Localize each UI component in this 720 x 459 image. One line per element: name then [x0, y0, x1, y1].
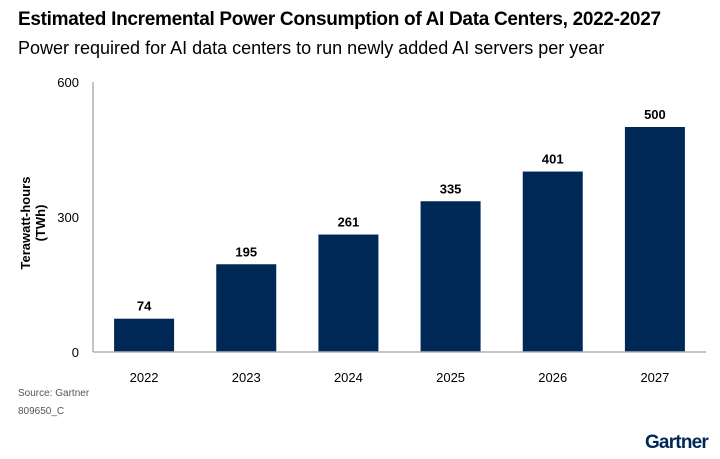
y-tick-label: 0: [72, 345, 79, 360]
data-label: 261: [338, 215, 360, 230]
x-tick-label: 2022: [130, 370, 159, 385]
chart-subtitle: Power required for AI data centers to ru…: [18, 38, 605, 58]
x-tick-label: 2024: [334, 370, 363, 385]
bar-2025: [420, 201, 481, 352]
source-note: Source: Gartner: [18, 388, 90, 399]
data-label: 195: [235, 244, 257, 259]
bar-2027: [624, 127, 685, 352]
data-label: 500: [644, 107, 666, 122]
x-tick-label: 2027: [640, 370, 669, 385]
bar-2026: [522, 171, 583, 352]
bar-2024: [318, 234, 379, 352]
data-label: 74: [137, 299, 152, 314]
gartner-logo: Gartner: [644, 432, 709, 453]
chart-title: Estimated Incremental Power Consumption …: [18, 9, 661, 30]
x-tick-label: 2026: [538, 370, 567, 385]
data-label: 335: [440, 181, 462, 196]
x-tick-label: 2023: [232, 370, 261, 385]
y-tick-label: 300: [57, 210, 79, 225]
y-tick-label: 600: [57, 75, 79, 90]
data-label: 401: [542, 152, 564, 167]
bar-2022: [114, 318, 175, 352]
x-tick-label: 2025: [436, 370, 465, 385]
figure-code: 809650_C: [18, 406, 65, 417]
bar-2023: [216, 264, 277, 352]
